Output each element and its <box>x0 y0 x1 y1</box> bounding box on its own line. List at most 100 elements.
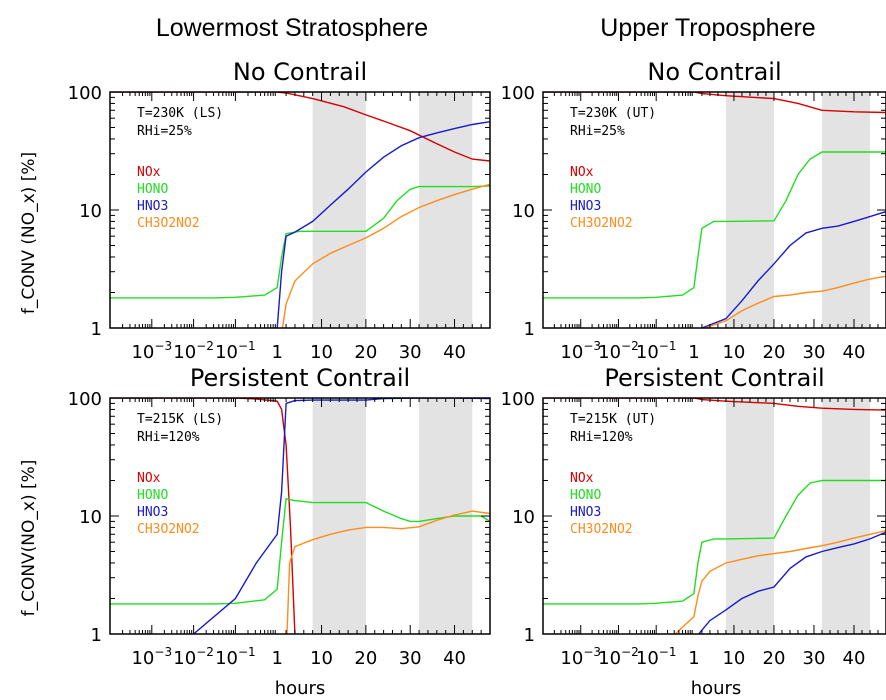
shaded-period <box>419 92 473 328</box>
shaded-period <box>312 92 366 328</box>
x-tick-label: 10−3 <box>560 339 601 363</box>
x-tick-label: 40 <box>843 648 866 669</box>
legend-entry-hono: HONO <box>137 488 168 503</box>
x-tick-label: 10−2 <box>173 645 214 669</box>
panel-ut-no-contrail: 1 10 100 10−310−210−1 1 10 20 30 40 No Contrail T=… <box>501 58 886 363</box>
x-tick-label: 40 <box>843 342 866 363</box>
shaded-period <box>725 92 774 328</box>
series-line-ch3o2no2 <box>281 183 490 328</box>
shaded-period <box>821 92 870 328</box>
legend-entry-nox: NOx <box>137 471 161 486</box>
series-line-hno3 <box>697 531 886 634</box>
x-tick-label: 10−1 <box>215 339 256 363</box>
series-line-hono <box>543 479 886 605</box>
x-tick-label: 1 <box>688 648 699 669</box>
shaded-period <box>312 398 366 634</box>
x-axis-label-right: hours <box>691 678 742 699</box>
condition-annotation: T=230K (LS) <box>137 106 223 121</box>
section-title-ls: Lowermost Stratosphere <box>156 14 428 42</box>
y-tick-label: 10 <box>512 507 535 528</box>
panel-ls-persistent-contrail: 1 10 100 10−3 10−2 10−1 1 10 20 30 40 Persistent Co… <box>68 364 491 669</box>
x-tick-label: 30 <box>803 342 826 363</box>
x-tick-label: 10 <box>722 648 745 669</box>
condition-annotation: RHi=120% <box>570 430 633 445</box>
condition-annotation: T=215K (LS) <box>137 412 223 427</box>
x-tick-label: 1 <box>271 648 282 669</box>
condition-annotation: T=230K (UT) <box>570 106 656 121</box>
x-tick-label: 10−1 <box>636 339 677 363</box>
condition-annotation: RHi=25% <box>570 124 625 139</box>
series-line-ch3o2no2 <box>286 510 490 634</box>
legend-entry-hno3: HNO3 <box>137 505 168 520</box>
condition-annotation: T=215K (UT) <box>570 412 656 427</box>
series-line-hono <box>110 185 490 299</box>
legend-entry-ch3o2no2: CH3O2NO2 <box>137 216 200 231</box>
y-axis-label-top: f_CONV (NO_x) [%] <box>19 152 39 314</box>
legend-entry-ch3o2no2: CH3O2NO2 <box>137 522 200 537</box>
series-line-hno3 <box>701 210 886 328</box>
y-tick-label: 1 <box>91 319 102 340</box>
x-tick-label: 10−2 <box>598 645 639 669</box>
panel-ut-persistent-contrail: 1 10 100 10−310−210−1 1 10 20 30 40 Persistent Co… <box>501 364 886 669</box>
legend-entry-hno3: HNO3 <box>137 199 168 214</box>
x-tick-label: 20 <box>763 342 786 363</box>
legend-entry-nox: NOx <box>570 471 594 486</box>
x-tick-label: 10−3 <box>131 339 172 363</box>
y-tick-label: 100 <box>68 83 102 104</box>
panel-title: No Contrail <box>233 58 367 86</box>
x-tick-label: 10−3 <box>560 645 601 669</box>
x-axis-label-left: hours <box>275 678 326 699</box>
y-tick-label: 10 <box>512 201 535 222</box>
panel-title: Persistent Contrail <box>190 364 410 392</box>
x-tick-label: 10−2 <box>173 339 214 363</box>
panel-title: No Contrail <box>647 58 781 86</box>
panel-title: Persistent Contrail <box>604 364 824 392</box>
x-tick-label: 10 <box>310 342 333 363</box>
y-tick-label: 100 <box>501 389 535 410</box>
x-tick-label: 20 <box>354 342 377 363</box>
y-tick-label: 100 <box>68 389 102 410</box>
y-tick-label: 10 <box>79 201 102 222</box>
series-line-ch3o2no2 <box>674 530 886 634</box>
series-line-nox <box>543 92 886 114</box>
x-tick-label: 10−3 <box>131 645 172 669</box>
legend-entry-nox: NOx <box>570 165 594 180</box>
x-tick-label: 30 <box>399 648 422 669</box>
series-line-hno3 <box>276 121 490 328</box>
x-tick-label: 20 <box>763 648 786 669</box>
legend-entry-hono: HONO <box>137 182 168 197</box>
legend-entry-hono: HONO <box>570 182 601 197</box>
legend-entry-ch3o2no2: CH3O2NO2 <box>570 216 633 231</box>
condition-annotation: RHi=25% <box>137 124 192 139</box>
x-tick-label: 10−1 <box>636 645 677 669</box>
x-tick-label: 30 <box>803 648 826 669</box>
series-line-nox <box>110 92 490 162</box>
y-tick-label: 100 <box>501 83 535 104</box>
condition-annotation: RHi=120% <box>137 430 200 445</box>
x-tick-label: 10 <box>722 342 745 363</box>
y-tick-label: 1 <box>91 625 102 646</box>
legend-entry-hno3: HNO3 <box>570 199 601 214</box>
y-tick-label: 1 <box>524 625 535 646</box>
x-tick-label: 10 <box>310 648 333 669</box>
legend-entry-hno3: HNO3 <box>570 505 601 520</box>
series-line-ch3o2no2 <box>702 275 886 328</box>
y-tick-label: 1 <box>524 319 535 340</box>
y-tick-label: 10 <box>79 507 102 528</box>
series-line-nox <box>543 398 886 411</box>
x-tick-label: 40 <box>443 648 466 669</box>
panel-ls-no-contrail: 1 10 100 10−3 10−2 10−1 1 10 20 30 40 No Contrail T=… <box>68 58 491 363</box>
x-tick-label: 1 <box>271 342 282 363</box>
legend-entry-ch3o2no2: CH3O2NO2 <box>570 522 633 537</box>
legend-entry-nox: NOx <box>137 165 161 180</box>
x-tick-label: 1 <box>688 342 699 363</box>
shaded-period <box>821 398 870 634</box>
section-title-ut: Upper Troposphere <box>600 14 815 42</box>
series-line-hono <box>543 151 886 299</box>
x-tick-label: 40 <box>443 342 466 363</box>
legend-entry-hono: HONO <box>570 488 601 503</box>
x-tick-label: 10−2 <box>598 339 639 363</box>
x-tick-label: 30 <box>399 342 422 363</box>
x-tick-label: 10−1 <box>215 645 256 669</box>
